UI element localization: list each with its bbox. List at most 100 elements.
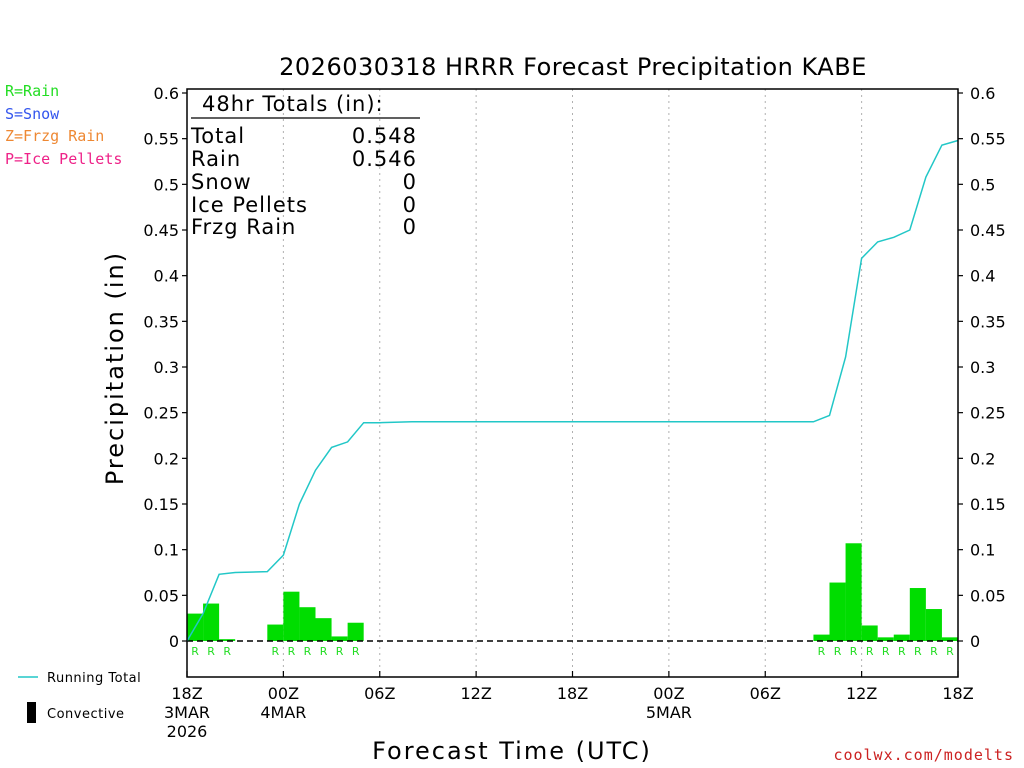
y-tick-label-right: 0.45 — [970, 221, 1006, 240]
precip-bar — [267, 624, 284, 641]
x-tick-label: 4MAR — [260, 703, 306, 722]
y-tick-label: 0.3 — [154, 358, 179, 377]
y-tick-label-right: 0.55 — [970, 130, 1006, 149]
y-tick-label: 0.1 — [154, 541, 179, 560]
legend-rain: R=Rain — [5, 82, 59, 100]
precip-type-label: R — [352, 645, 360, 658]
convective-legend-label: Convective — [47, 707, 125, 722]
totals-value-total: 0.548 — [352, 124, 417, 148]
x-tick-label: 00Z — [653, 684, 684, 703]
legend-frzg-rain: Z=Frzg Rain — [5, 127, 104, 145]
totals-value-ice-pellets: 0 — [403, 193, 417, 217]
precip-type-label: R — [946, 645, 954, 658]
precip-bar — [331, 636, 348, 641]
totals-label-total: Total — [190, 124, 245, 148]
precip-bar — [829, 582, 846, 641]
y-axis-label: Precipitation (in) — [101, 251, 129, 485]
x-tick-label: 00Z — [268, 684, 299, 703]
y-tick-label-right: 0.5 — [970, 175, 995, 194]
y-tick-label-right: 0.6 — [970, 84, 995, 103]
totals-value-rain: 0.546 — [352, 147, 417, 171]
precip-type-label: R — [288, 645, 296, 658]
precip-bar — [347, 622, 364, 641]
x-tick-label: 06Z — [364, 684, 395, 703]
precip-type-label: R — [191, 645, 199, 658]
y-tick-label: 0.05 — [143, 586, 179, 605]
y-tick-label-right: 0.05 — [970, 586, 1006, 605]
line-layer — [186, 139, 959, 642]
precip-bar — [299, 607, 316, 641]
x-tick-label: 18Z — [557, 684, 588, 703]
precip-bar — [861, 625, 878, 641]
legend-ice-pellets: P=Ice Pellets — [5, 150, 122, 168]
bottom-legend: Running Total Convective — [18, 671, 141, 723]
precip-bar — [925, 609, 942, 641]
y-tick-label: 0.45 — [143, 221, 179, 240]
y-axis: 0 00.05 0.050.1 0.10.15 0.150.2 0.20.25 0.250.… — [143, 84, 1005, 651]
x-tick-label: 18Z — [171, 684, 202, 703]
precip-type-label: R — [866, 645, 874, 658]
totals-label-ice-pellets: Ice Pellets — [191, 193, 308, 217]
precip-bar — [813, 634, 830, 641]
y-tick-label: 0.25 — [143, 404, 179, 423]
precip-type-label: R — [882, 645, 890, 658]
y-tick-label: 0.15 — [143, 495, 179, 514]
y-tick-label: 0.35 — [143, 312, 179, 331]
precip-bar — [877, 637, 894, 641]
x-tick-label: 18Z — [942, 684, 973, 703]
type-legend: R=Rain S=Snow Z=Frzg Rain P=Ice Pellets — [5, 82, 122, 168]
y-tick-label-right: 0.3 — [970, 358, 995, 377]
grid-layer — [282, 89, 863, 677]
y-tick-label: 0.5 — [154, 175, 179, 194]
precip-type-label: R — [207, 645, 215, 658]
bar-layer — [187, 543, 958, 641]
precip-bar — [315, 618, 332, 641]
y-tick-label: 0.2 — [154, 449, 179, 468]
precip-type-label: R — [336, 645, 344, 658]
totals-value-snow: 0 — [403, 170, 417, 194]
precip-type-label: R — [223, 645, 231, 658]
precip-type-label: R — [850, 645, 858, 658]
y-tick-label: 0.6 — [154, 84, 179, 103]
totals-label-frzg-rain: Frzg Rain — [191, 215, 296, 239]
y-tick-label-right: 0.25 — [970, 404, 1006, 423]
precip-bar — [941, 637, 958, 641]
y-tick-label-right: 0 — [970, 632, 980, 651]
x-tick-label: 2026 — [167, 722, 208, 741]
legend-snow: S=Snow — [5, 105, 60, 123]
convective-swatch — [27, 702, 36, 723]
precip-type-label: R — [272, 645, 280, 658]
running-total-legend-label: Running Total — [47, 671, 141, 686]
precip-bar — [219, 639, 236, 641]
y-tick-label: 0.55 — [143, 130, 179, 149]
y-tick-label-right: 0.2 — [970, 449, 995, 468]
y-tick-label-right: 0.15 — [970, 495, 1006, 514]
x-tick-label: 12Z — [846, 684, 877, 703]
y-tick-label-right: 0.4 — [970, 267, 995, 286]
precip-bar — [893, 634, 910, 641]
precip-type-label: R — [304, 645, 312, 658]
x-tick-label: 12Z — [460, 684, 491, 703]
x-axis-label: Forecast Time (UTC) — [372, 737, 652, 765]
precip-bar — [283, 591, 300, 641]
precip-type-label: R — [930, 645, 938, 658]
y-tick-label: 0.4 — [154, 267, 179, 286]
x-tick-label: 5MAR — [646, 703, 692, 722]
precip-bar — [845, 543, 862, 641]
totals-value-frzg-rain: 0 — [403, 215, 417, 239]
precip-bar — [203, 603, 220, 641]
x-tick-label: 3MAR — [164, 703, 210, 722]
precip-type-label: R — [914, 645, 922, 658]
totals-header: 48hr Totals (in): — [202, 92, 384, 116]
precip-bar — [909, 588, 926, 641]
chart-title: 2026030318 HRRR Forecast Precipitation K… — [279, 53, 867, 81]
totals-box: 48hr Totals (in): Total 0.548 Rain 0.546… — [190, 92, 420, 239]
precip-type-label: R — [834, 645, 842, 658]
x-tick-label: 06Z — [750, 684, 781, 703]
precip-type-label: R — [898, 645, 906, 658]
totals-label-rain: Rain — [191, 147, 241, 171]
precip-type-label: R — [320, 645, 328, 658]
